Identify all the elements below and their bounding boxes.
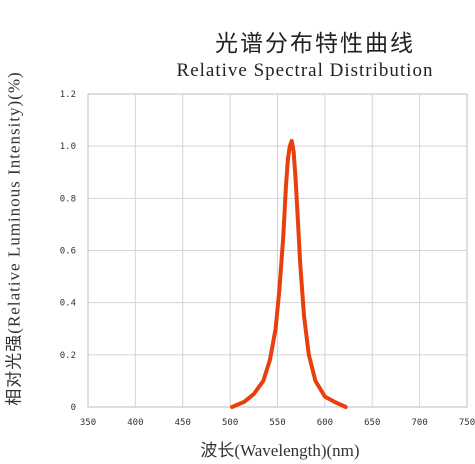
x-tick-label: 550: [269, 418, 285, 428]
y-tick-label: 0.6: [60, 247, 76, 257]
x-tick-label: 500: [222, 418, 238, 428]
series-group: [230, 138, 348, 409]
y-tick-label: 1.2: [60, 90, 76, 100]
chart-subtitle: Relative Spectral Distribution: [176, 60, 434, 81]
x-tick-label: 650: [364, 418, 380, 428]
x-tick-label: 600: [317, 418, 333, 428]
y-tick-label: 0: [71, 403, 76, 413]
y-tick-label: 1.0: [60, 142, 76, 152]
x-axis-label: 波长(Wavelength)(nm): [200, 441, 360, 460]
x-tick-label: 750: [459, 418, 475, 428]
x-tick-label: 450: [175, 418, 191, 428]
y-tick-label: 0.4: [60, 299, 76, 309]
chart-title: 光谱分布特性曲线: [215, 31, 415, 57]
tick-labels: 350 400 450 500 550 600 650 700 750 0 0.2 0.4 0.6 0.8…: [60, 90, 475, 428]
x-tick-label: 350: [80, 418, 96, 428]
y-tick-label: 0.2: [60, 351, 76, 361]
grid-lines: [88, 94, 467, 407]
x-tick-label: 400: [127, 418, 143, 428]
spectrum-line: [230, 138, 348, 409]
x-tick-label: 700: [411, 418, 427, 428]
y-tick-label: 0.8: [60, 194, 76, 204]
